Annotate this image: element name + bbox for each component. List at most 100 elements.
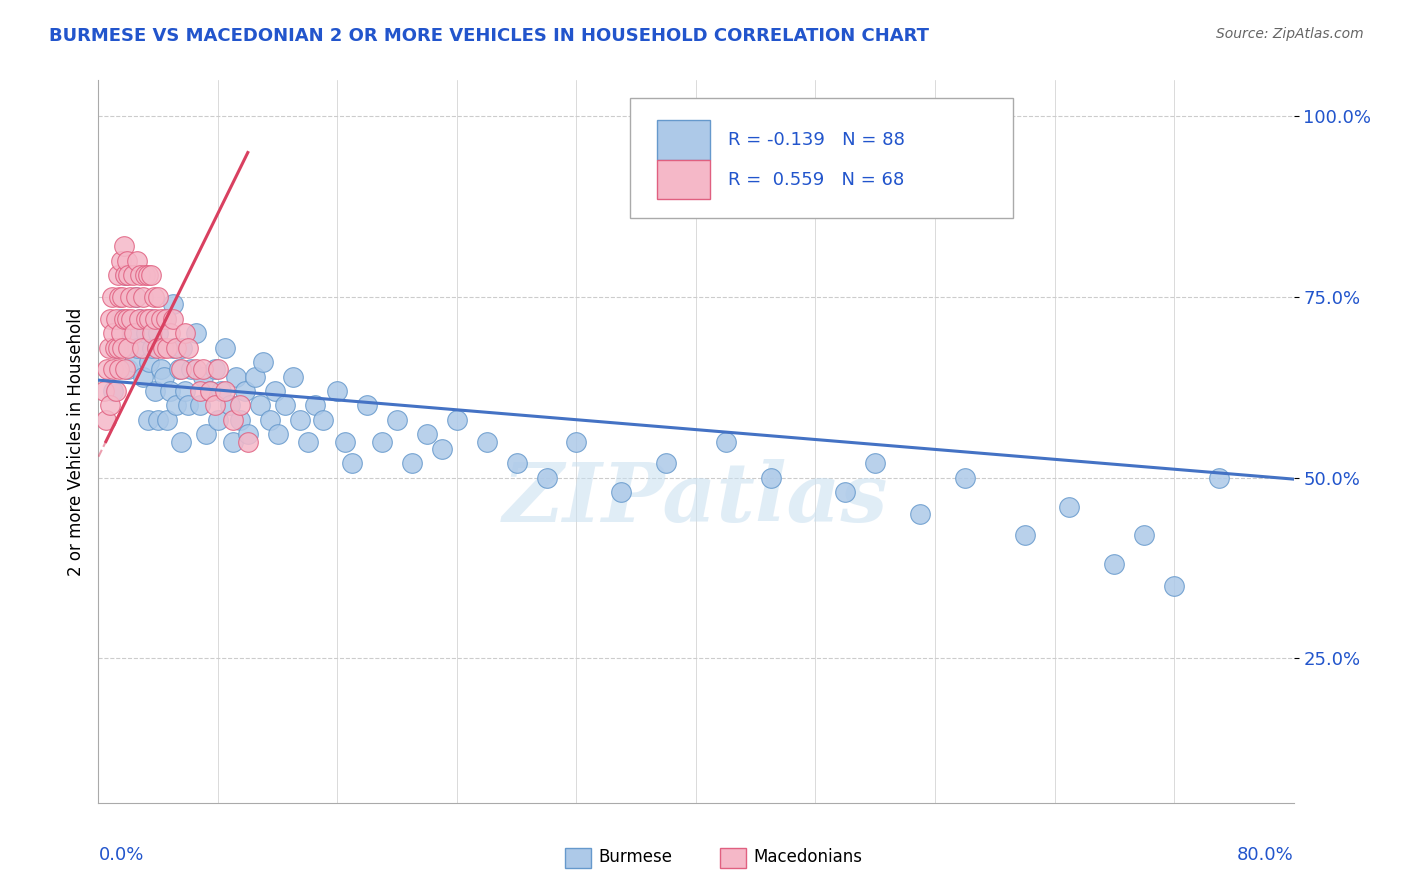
Text: R =  0.559   N = 68: R = 0.559 N = 68 — [728, 170, 904, 188]
Point — [135, 326, 157, 341]
Point — [103, 362, 125, 376]
Point — [610, 485, 633, 500]
Point — [865, 456, 887, 470]
Point — [129, 268, 152, 283]
Point — [167, 362, 190, 376]
Point — [139, 311, 162, 326]
Point — [101, 290, 124, 304]
Point — [117, 341, 139, 355]
Point — [136, 413, 159, 427]
Point — [131, 341, 153, 355]
Bar — [720, 847, 747, 868]
Point — [233, 384, 256, 398]
Point — [174, 384, 197, 398]
Point — [172, 341, 194, 355]
Point — [150, 362, 173, 376]
Point — [110, 253, 132, 268]
Point — [143, 311, 166, 326]
Point — [120, 326, 142, 341]
Point — [214, 384, 236, 398]
Point — [177, 341, 200, 355]
Point — [1104, 558, 1126, 572]
Point — [115, 311, 138, 326]
Point — [204, 362, 226, 376]
Point — [430, 442, 453, 456]
Point — [229, 413, 252, 427]
Bar — [657, 160, 710, 200]
Point — [96, 362, 118, 376]
Point — [297, 434, 319, 449]
Point — [401, 456, 423, 470]
Point — [714, 434, 737, 449]
Point — [103, 384, 125, 398]
Point — [200, 384, 222, 398]
Text: Source: ZipAtlas.com: Source: ZipAtlas.com — [1216, 27, 1364, 41]
Text: Burmese: Burmese — [598, 848, 672, 866]
Point — [188, 384, 211, 398]
Point — [191, 369, 214, 384]
Text: BURMESE VS MACEDONIAN 2 OR MORE VEHICLES IN HOUSEHOLD CORRELATION CHART: BURMESE VS MACEDONIAN 2 OR MORE VEHICLES… — [49, 27, 929, 45]
Point — [142, 290, 165, 304]
Point — [104, 341, 127, 355]
Point — [475, 434, 498, 449]
Point — [162, 311, 184, 326]
Point — [148, 326, 170, 341]
Point — [105, 384, 128, 398]
Point — [506, 456, 529, 470]
Point — [98, 398, 122, 412]
Point — [128, 311, 150, 326]
Text: ZIPatlas: ZIPatlas — [503, 459, 889, 540]
Y-axis label: 2 or more Vehicles in Household: 2 or more Vehicles in Household — [66, 308, 84, 575]
Point — [110, 311, 132, 326]
Point — [165, 341, 187, 355]
Point — [655, 456, 678, 470]
Point — [759, 471, 782, 485]
Point — [152, 341, 174, 355]
Point — [174, 326, 197, 341]
Point — [114, 268, 136, 283]
Point — [165, 398, 187, 412]
Point — [107, 268, 129, 283]
Point — [138, 355, 160, 369]
Point — [108, 290, 131, 304]
Point — [107, 341, 129, 355]
Bar — [657, 120, 710, 160]
Point — [111, 290, 134, 304]
Point — [1163, 579, 1185, 593]
Point — [114, 362, 136, 376]
Point — [565, 434, 588, 449]
Point — [125, 290, 148, 304]
Point — [326, 384, 349, 398]
FancyBboxPatch shape — [630, 98, 1012, 218]
Point — [110, 326, 132, 341]
Point — [159, 326, 181, 341]
Point — [125, 290, 148, 304]
Point — [1208, 471, 1230, 485]
Point — [156, 341, 179, 355]
Point — [141, 341, 163, 355]
Point — [222, 434, 245, 449]
Point — [136, 268, 159, 283]
Point — [156, 413, 179, 427]
Point — [385, 413, 409, 427]
Point — [155, 311, 177, 326]
Point — [219, 398, 242, 412]
Point — [311, 413, 333, 427]
Point — [834, 485, 856, 500]
Point — [103, 326, 125, 341]
Point — [124, 326, 146, 341]
Point — [150, 311, 173, 326]
Point — [200, 384, 222, 398]
Point — [98, 311, 122, 326]
Point — [114, 268, 136, 283]
Point — [207, 362, 229, 376]
Point — [105, 341, 128, 355]
Point — [267, 427, 290, 442]
Point — [118, 290, 141, 304]
Point — [953, 471, 976, 485]
Text: 80.0%: 80.0% — [1237, 847, 1294, 864]
Point — [214, 341, 236, 355]
Point — [124, 355, 146, 369]
Point — [127, 341, 149, 355]
Point — [225, 369, 247, 384]
